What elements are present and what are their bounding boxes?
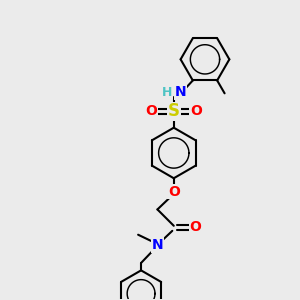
Text: O: O [190, 104, 202, 118]
Text: O: O [146, 104, 158, 118]
Text: N: N [175, 85, 186, 99]
Text: H: H [162, 85, 172, 98]
Text: N: N [152, 238, 163, 252]
Text: O: O [168, 184, 180, 199]
Text: O: O [189, 220, 201, 234]
Text: S: S [168, 102, 180, 120]
